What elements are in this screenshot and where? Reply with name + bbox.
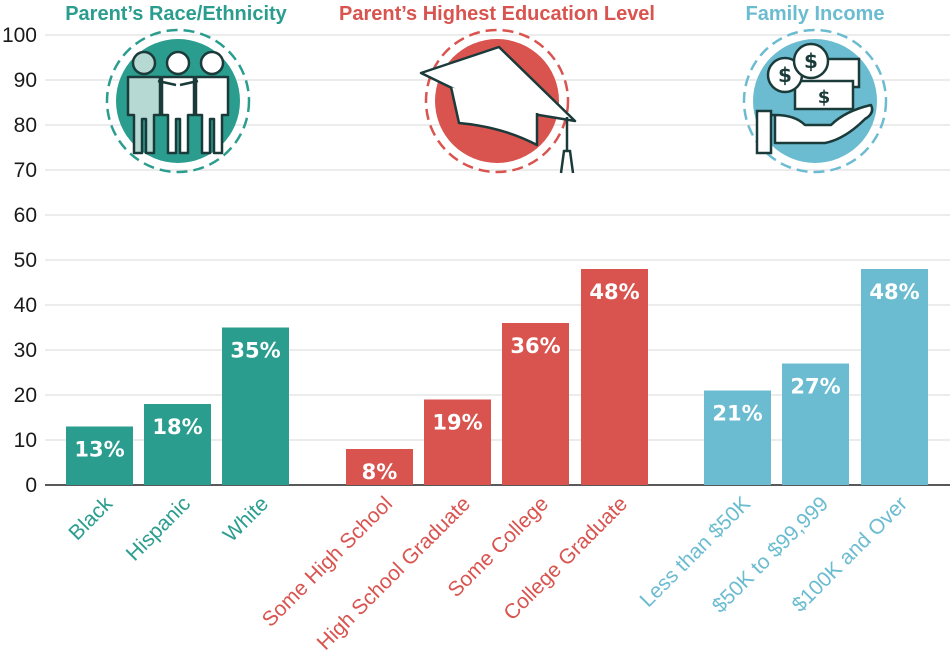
graduation-cap-icon — [419, 28, 577, 174]
bar-income-2 — [861, 269, 928, 485]
category-label: Black — [64, 492, 117, 545]
y-tick-label: 100 — [2, 24, 37, 47]
group-title-education: Parent’s Highest Education Level — [339, 3, 655, 25]
bar-value-label: 48% — [589, 280, 639, 304]
bar-education-3 — [581, 269, 648, 485]
bar-value-label: 35% — [230, 339, 280, 363]
category-label: Hispanic — [122, 492, 195, 565]
bar-value-label: 13% — [74, 438, 124, 462]
y-axis: 0 10 20 30 40 50 60 70 80 90 100 — [2, 24, 950, 497]
y-tick-label: 90 — [14, 69, 37, 92]
group-titles: Parent’s Race/Ethnicity Parent’s Highest … — [65, 3, 884, 25]
bar-value-label: 18% — [152, 415, 202, 439]
y-tick-label: 10 — [14, 429, 37, 452]
people-icon — [105, 28, 251, 174]
y-tick-label: 30 — [14, 339, 37, 362]
bar-value-label: 48% — [869, 280, 919, 304]
group-title-race: Parent’s Race/Ethnicity — [65, 3, 287, 25]
group-title-income: Family Income — [746, 3, 885, 25]
category-label: Some High School — [258, 492, 397, 631]
y-tick-label: 20 — [14, 384, 37, 407]
bars — [66, 269, 928, 485]
bar-race-0 — [66, 426, 133, 485]
y-tick-label: 40 — [14, 294, 37, 317]
bar-education-0 — [346, 449, 413, 485]
svg-text:$: $ — [804, 49, 818, 73]
svg-text:$: $ — [778, 63, 792, 87]
money-hand-icon: $$$ — [742, 28, 888, 174]
bar-income-0 — [704, 390, 771, 485]
category-label: White — [219, 492, 273, 546]
y-tick-label: 70 — [14, 159, 37, 182]
bar-value-label: 19% — [432, 411, 482, 435]
category-label: High School Graduate — [313, 492, 475, 654]
group-icons: $$$ — [105, 28, 888, 174]
bar-race-2 — [222, 327, 289, 485]
y-tick-label: 0 — [25, 474, 37, 497]
bar-education-2 — [502, 323, 569, 485]
y-tick-label: 50 — [14, 249, 37, 272]
bar-labels: 13% 18% 35% 8% 19% 36% 48% 21% 27% 48% — [74, 280, 919, 484]
bar-education-1 — [424, 399, 491, 485]
svg-text:$: $ — [818, 87, 831, 108]
bar-race-1 — [144, 404, 211, 485]
bar-value-label: 27% — [790, 375, 840, 399]
bar-value-label: 8% — [362, 460, 398, 484]
bar-income-1 — [782, 363, 849, 485]
y-tick-label: 80 — [14, 114, 37, 137]
bar-value-label: 21% — [712, 402, 762, 426]
y-tick-label: 60 — [14, 204, 37, 227]
bar-value-label: 36% — [510, 334, 560, 358]
